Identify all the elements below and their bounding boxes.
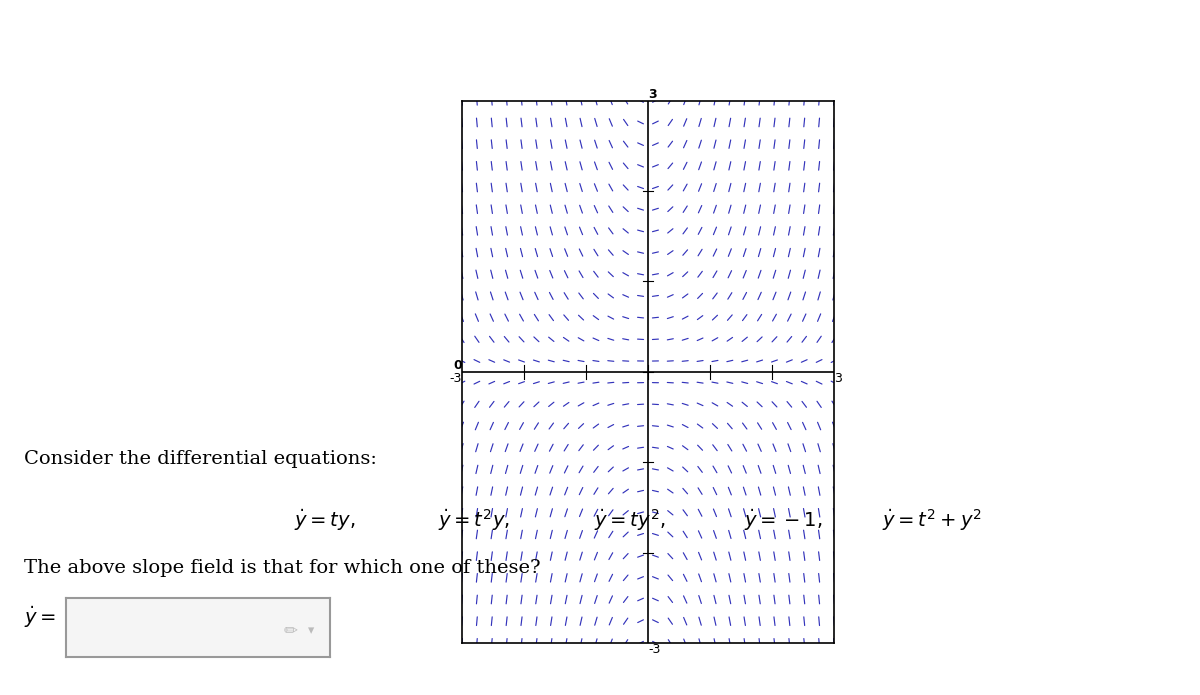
Text: $\dot{y} = ty,$: $\dot{y} = ty,$	[294, 507, 355, 533]
Text: $\dot{y} = ty^2,$: $\dot{y} = ty^2,$	[594, 507, 666, 533]
Text: 3: 3	[834, 372, 842, 385]
Text: $\dot{y} = t^2 + y^2$: $\dot{y} = t^2 + y^2$	[882, 507, 982, 533]
Text: 3: 3	[648, 88, 656, 101]
Text: $\dot{y} = -1,$: $\dot{y} = -1,$	[744, 507, 822, 533]
Text: 0: 0	[454, 359, 462, 372]
Text: $\dot{y} =$: $\dot{y} =$	[24, 605, 56, 630]
Text: $\dot{y} = t^2y,$: $\dot{y} = t^2y,$	[438, 507, 510, 533]
Text: ✏: ✏	[283, 621, 298, 639]
Text: -3: -3	[648, 643, 660, 656]
Text: -3: -3	[450, 372, 462, 385]
Text: Consider the differential equations:: Consider the differential equations:	[24, 450, 377, 468]
Text: The above slope field is that for which one of these?: The above slope field is that for which …	[24, 559, 541, 578]
Text: ▾: ▾	[308, 623, 314, 637]
